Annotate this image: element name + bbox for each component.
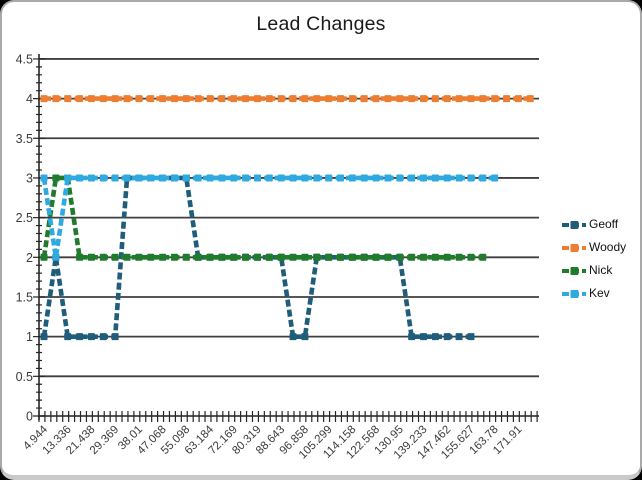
legend: Geoff Woody Nick Kev [562, 217, 626, 301]
svg-text:4: 4 [26, 92, 33, 106]
series-kev[interactable] [40, 174, 499, 261]
svg-text:1: 1 [26, 330, 33, 344]
svg-text:3: 3 [26, 171, 33, 185]
legend-label: Geoff [589, 217, 619, 231]
legend-line-marker-icon [562, 220, 586, 229]
svg-text:0: 0 [26, 410, 33, 424]
y-axis-labels: 0 0.5 1 1.5 2 2.5 3 3.5 4 4.5 [16, 52, 33, 423]
svg-text:3.5: 3.5 [16, 132, 33, 146]
legend-item-nick[interactable]: Nick [562, 263, 626, 278]
legend-label: Woody [589, 240, 627, 254]
svg-text:0.5: 0.5 [16, 370, 33, 384]
legend-line-marker-icon [562, 243, 586, 252]
svg-text:2.5: 2.5 [16, 211, 33, 225]
x-axis-ticks [38, 411, 538, 422]
legend-label: Kev [589, 286, 610, 300]
x-axis-labels: 4.94413.33621.43829.36938.0147.06855.098… [21, 423, 524, 461]
legend-label: Nick [589, 263, 613, 277]
gridlines [38, 54, 539, 420]
svg-text:4.5: 4.5 [16, 52, 33, 66]
series-nick[interactable] [40, 174, 487, 261]
y-axis-ticks [33, 58, 45, 417]
legend-line-marker-icon [562, 289, 586, 298]
chart-title: Lead Changes [256, 13, 386, 35]
legend-item-kev[interactable]: Kev [562, 286, 626, 301]
legend-item-woody[interactable]: Woody [562, 240, 626, 255]
series-woody[interactable] [40, 95, 534, 103]
legend-line-marker-icon [562, 266, 586, 275]
svg-text:1.5: 1.5 [16, 290, 33, 304]
svg-text:2: 2 [26, 251, 33, 265]
legend-item-geoff[interactable]: Geoff [562, 217, 626, 232]
